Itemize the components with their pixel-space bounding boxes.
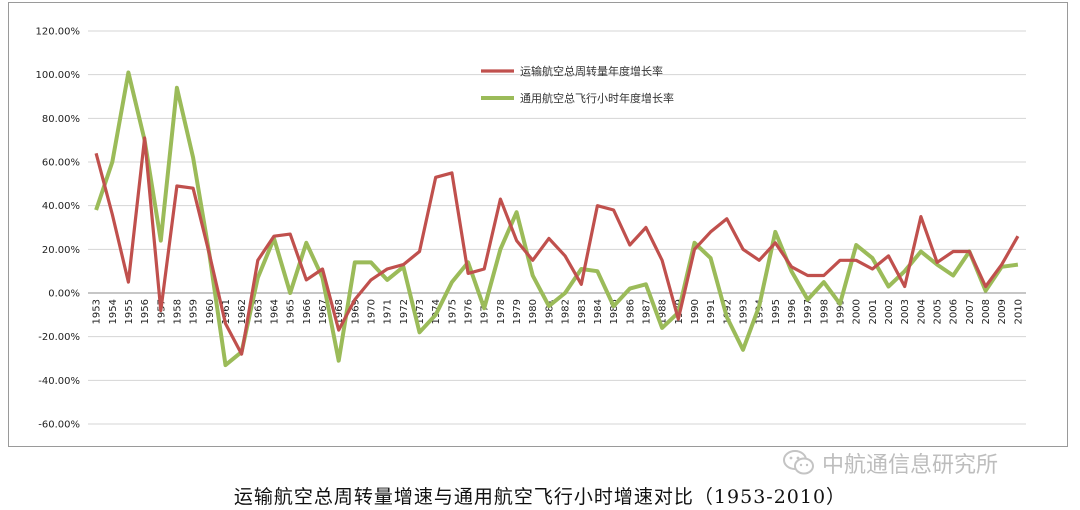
x-tick-label: 2005	[933, 299, 944, 324]
x-tick-label: 1991	[706, 299, 717, 324]
x-tick-label: 1984	[593, 299, 604, 324]
x-tick-label: 1980	[528, 299, 539, 324]
x-axis-ticks: 1953 1954 1955 1956 1957 1958 1959 1960 1961 1962…	[92, 299, 1025, 324]
y-axis-ticks: 120.00% 100.00% 80.00% 60.00% 40.00% 20.00% 0.…	[36, 27, 81, 431]
x-tick-label: 1976	[464, 299, 475, 324]
series-line-1	[94, 136, 1020, 356]
watermark-text: 中航通信息研究所	[822, 453, 999, 478]
y-tick-label: 0.00%	[48, 289, 80, 300]
y-tick-label: -20.00%	[38, 332, 80, 343]
x-tick-label: 1958	[172, 299, 183, 324]
x-tick-label: 1970	[367, 299, 378, 324]
x-tick-label: 1962	[237, 299, 248, 324]
x-tick-label: 1964	[269, 299, 280, 324]
series-lines	[94, 70, 1020, 368]
x-tick-label: 2008	[981, 299, 992, 324]
x-tick-label: 1953	[92, 299, 103, 324]
y-tick-label: 40.00%	[42, 201, 80, 212]
x-tick-label: 1990	[690, 299, 701, 324]
x-tick-label: 1978	[496, 299, 507, 324]
x-tick-label: 1987	[641, 299, 652, 324]
x-tick-label: 2007	[965, 299, 976, 324]
x-tick-label: 1983	[577, 299, 588, 324]
x-tick-label: 1994	[755, 299, 766, 324]
line-chart: 120.00% 100.00% 80.00% 60.00% 40.00% 20.00% 0.…	[36, 27, 1026, 431]
x-tick-label: 2004	[916, 299, 927, 324]
wechat-icon	[783, 450, 814, 475]
x-tick-label: 1968	[334, 299, 345, 324]
x-tick-label: 1992	[722, 299, 733, 324]
legend-label: 通用航空总飞行小时年度增长率	[520, 91, 674, 105]
x-tick-label: 2003	[900, 299, 911, 324]
x-tick-label: 1955	[124, 299, 135, 324]
x-tick-label: 1993	[738, 299, 749, 324]
x-tick-label: 2006	[949, 299, 960, 324]
x-tick-label: 2000	[852, 299, 863, 324]
x-tick-label: 2001	[868, 299, 879, 324]
x-tick-label: 1986	[625, 299, 636, 324]
x-tick-label: 1961	[221, 299, 232, 324]
x-tick-label: 1981	[544, 299, 555, 324]
x-tick-label: 1960	[205, 299, 216, 324]
x-tick-label: 1967	[318, 299, 329, 324]
x-tick-label: 2010	[1013, 299, 1024, 324]
x-tick-label: 2002	[884, 299, 895, 324]
x-tick-label: 1979	[512, 299, 523, 324]
x-tick-label: 1996	[787, 299, 798, 324]
y-tick-label: 100.00%	[36, 70, 81, 81]
x-tick-label: 2009	[997, 299, 1008, 324]
x-tick-label: 1969	[350, 299, 361, 324]
series-line-2	[94, 70, 1019, 368]
x-tick-label: 1995	[771, 299, 782, 324]
y-tick-label: -60.00%	[38, 420, 80, 431]
figure-caption: 运输航空总周转量增速与通用航空飞行小时增速对比（1953-2010）	[233, 486, 847, 508]
x-tick-label: 1971	[383, 299, 394, 324]
chart-frame: 120.00% 100.00% 80.00% 60.00% 40.00% 20.00% 0.…	[8, 2, 1068, 447]
x-tick-label: 1966	[302, 299, 313, 324]
x-tick-label: 1959	[189, 299, 200, 324]
y-tick-label: 80.00%	[42, 114, 80, 125]
x-tick-label: 1972	[399, 299, 410, 324]
x-tick-label: 1975	[447, 299, 458, 324]
x-tick-label: 1973	[415, 299, 426, 324]
y-tick-label: 60.00%	[42, 158, 80, 169]
x-tick-label: 1977	[480, 299, 491, 324]
x-tick-label: 1997	[803, 299, 814, 324]
y-tick-label: -40.00%	[38, 376, 80, 387]
y-tick-label: 20.00%	[42, 245, 80, 256]
x-tick-label: 1998	[819, 299, 830, 324]
x-tick-label: 1954	[108, 299, 119, 324]
x-tick-label: 1963	[253, 299, 264, 324]
x-tick-label: 1988	[658, 299, 669, 324]
watermark: 中航通信息研究所	[782, 448, 998, 478]
legend-label: 运输航空总周转量年度增长率	[520, 64, 663, 78]
y-tick-label: 120.00%	[36, 27, 81, 38]
x-tick-label: 1956	[140, 299, 151, 324]
x-tick-label: 1999	[836, 299, 847, 324]
x-tick-label: 1965	[286, 299, 297, 324]
x-tick-label: 1982	[561, 299, 572, 324]
x-tick-label: 1985	[609, 299, 620, 324]
